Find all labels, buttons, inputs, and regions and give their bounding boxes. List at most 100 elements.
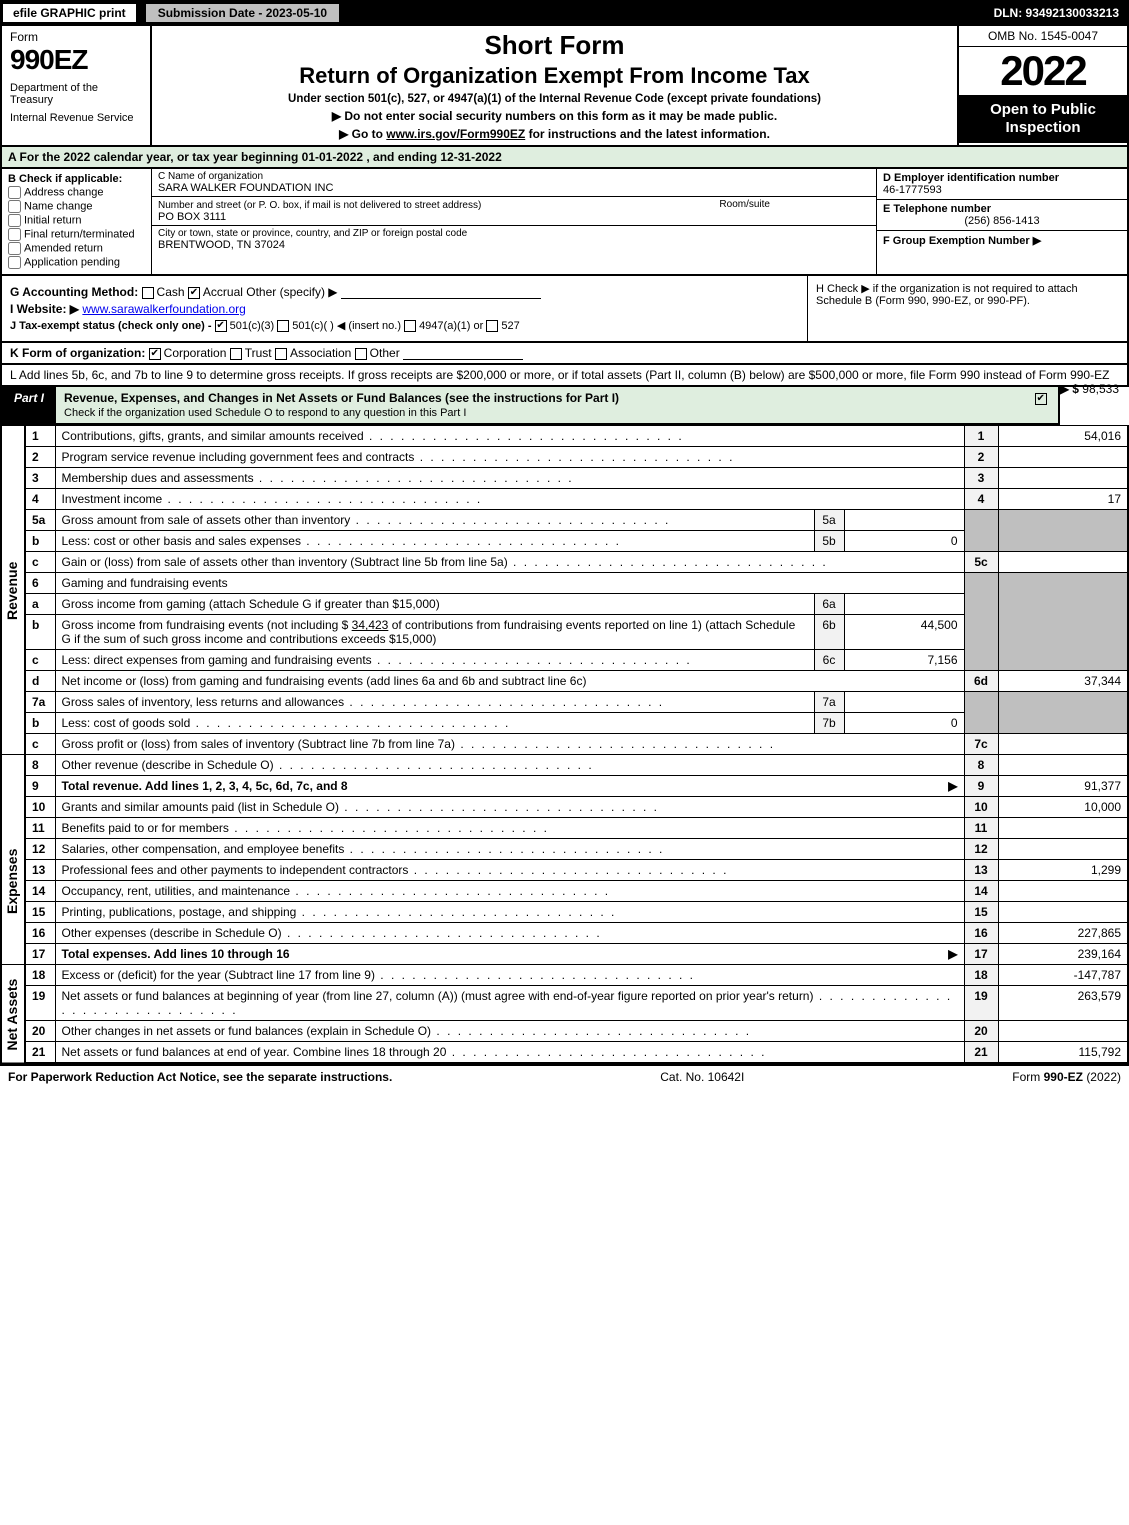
d-ein: 46-1777593 bbox=[883, 184, 1121, 196]
desc-15: Printing, publications, postage, and shi… bbox=[55, 902, 964, 923]
num-21: 21 bbox=[964, 1042, 998, 1064]
chk-name-change-label: Name change bbox=[24, 200, 93, 212]
g-cash-label: Cash bbox=[157, 285, 185, 299]
chk-501c[interactable] bbox=[277, 320, 289, 332]
sidecat-netassets: Net Assets bbox=[1, 965, 25, 1064]
sub-6c: 6c bbox=[814, 650, 844, 671]
k-other-label: Other bbox=[370, 346, 400, 360]
chk-initial-return[interactable]: Initial return bbox=[8, 214, 145, 227]
chk-application-pending[interactable]: Application pending bbox=[8, 256, 145, 269]
chk-amended-return[interactable]: Amended return bbox=[8, 242, 145, 255]
submission-date-badge: Submission Date - 2023-05-10 bbox=[145, 3, 340, 23]
g-other-input[interactable] bbox=[341, 287, 541, 299]
i-website-link[interactable]: www.sarawalkerfoundation.org bbox=[82, 302, 245, 316]
amt-13: 1,299 bbox=[998, 860, 1128, 881]
ln-3: 3 bbox=[25, 468, 55, 489]
j-opt3-label: 4947(a)(1) or bbox=[419, 320, 483, 332]
col-b-check-applicable: B Check if applicable: Address change Na… bbox=[2, 169, 152, 274]
chk-corporation[interactable] bbox=[149, 348, 161, 360]
footer-right-suffix: (2022) bbox=[1086, 1070, 1121, 1084]
header-left: Form 990EZ Department of the Treasury In… bbox=[2, 26, 152, 145]
chk-accrual[interactable] bbox=[188, 287, 200, 299]
k-corp-label: Corporation bbox=[164, 346, 227, 360]
desc-10: Grants and similar amounts paid (list in… bbox=[55, 797, 964, 818]
amt-17: 239,164 bbox=[998, 944, 1128, 965]
ln-19: 19 bbox=[25, 986, 55, 1021]
amt-3 bbox=[998, 468, 1128, 489]
shade-7ab bbox=[964, 692, 998, 734]
num-20: 20 bbox=[964, 1021, 998, 1042]
chk-final-return[interactable]: Final return/terminated bbox=[8, 228, 145, 241]
num-17: 17 bbox=[964, 944, 998, 965]
amt-18: -147,787 bbox=[998, 965, 1128, 986]
row-13: 13 Professional fees and other payments … bbox=[1, 860, 1128, 881]
desc-6b-pre: Gross income from fundraising events (no… bbox=[62, 618, 352, 632]
ln-1: 1 bbox=[25, 426, 55, 447]
chk-association[interactable] bbox=[275, 348, 287, 360]
num-1: 1 bbox=[964, 426, 998, 447]
line-k: K Form of organization: Corporation Trus… bbox=[0, 343, 1129, 365]
row-7c: c Gross profit or (loss) from sales of i… bbox=[1, 734, 1128, 755]
c-org-name: SARA WALKER FOUNDATION INC bbox=[158, 182, 870, 194]
sidecat-revenue-cont bbox=[1, 755, 25, 776]
chk-501c3[interactable] bbox=[215, 320, 227, 332]
row-2: 2 Program service revenue including gove… bbox=[1, 447, 1128, 468]
row-6: 6 Gaming and fundraising events bbox=[1, 573, 1128, 594]
line-l: L Add lines 5b, 6c, and 7b to line 9 to … bbox=[0, 365, 1129, 387]
block-bcdef: B Check if applicable: Address change Na… bbox=[0, 169, 1129, 276]
desc-6a: Gross income from gaming (attach Schedul… bbox=[55, 594, 814, 615]
subval-7a bbox=[844, 692, 964, 713]
row-16: 16 Other expenses (describe in Schedule … bbox=[1, 923, 1128, 944]
col-c-org-info: C Name of organization SARA WALKER FOUND… bbox=[152, 169, 877, 274]
amt-15 bbox=[998, 902, 1128, 923]
amt-7c bbox=[998, 734, 1128, 755]
k-other-input[interactable] bbox=[403, 348, 523, 360]
chk-other[interactable] bbox=[355, 348, 367, 360]
d-caption: D Employer identification number bbox=[883, 172, 1121, 184]
sub-6b: 6b bbox=[814, 615, 844, 650]
num-13: 13 bbox=[964, 860, 998, 881]
j-opt1-label: 501(c)(3) bbox=[230, 320, 275, 332]
row-4: 4 Investment income 4 17 bbox=[1, 489, 1128, 510]
desc-6d: Net income or (loss) from gaming and fun… bbox=[55, 671, 964, 692]
col-gij: G Accounting Method: Cash Accrual Other … bbox=[2, 276, 807, 341]
amt-10: 10,000 bbox=[998, 797, 1128, 818]
amt-2 bbox=[998, 447, 1128, 468]
chk-527[interactable] bbox=[486, 320, 498, 332]
j-opt2-label: 501(c)( ) ◀ (insert no.) bbox=[292, 320, 401, 332]
ssn-warning: ▶ Do not enter social security numbers o… bbox=[162, 109, 947, 123]
c-street-value: PO BOX 3111 bbox=[158, 211, 870, 223]
efile-badge[interactable]: efile GRAPHIC print bbox=[2, 3, 137, 23]
j-tax-exempt-line: J Tax-exempt status (check only one) - 5… bbox=[10, 319, 799, 332]
row-7a: 7a Gross sales of inventory, less return… bbox=[1, 692, 1128, 713]
chk-address-change[interactable]: Address change bbox=[8, 186, 145, 199]
g-accrual-label: Accrual bbox=[203, 285, 243, 299]
c-city-caption: City or town, state or province, country… bbox=[158, 228, 870, 239]
goto-link[interactable]: www.irs.gov/Form990EZ bbox=[386, 127, 525, 141]
desc-1: Contributions, gifts, grants, and simila… bbox=[55, 426, 964, 447]
amt-5c bbox=[998, 552, 1128, 573]
c-city-row: City or town, state or province, country… bbox=[152, 226, 876, 253]
chk-4947[interactable] bbox=[404, 320, 416, 332]
row-6a: a Gross income from gaming (attach Sched… bbox=[1, 594, 1128, 615]
chk-trust[interactable] bbox=[230, 348, 242, 360]
part1-schedule-o-check[interactable] bbox=[1035, 393, 1047, 405]
ln-11: 11 bbox=[25, 818, 55, 839]
desc-21: Net assets or fund balances at end of ye… bbox=[55, 1042, 964, 1064]
num-10: 10 bbox=[964, 797, 998, 818]
row-5b: b Less: cost or other basis and sales ex… bbox=[1, 531, 1128, 552]
num-4: 4 bbox=[964, 489, 998, 510]
chk-name-change[interactable]: Name change bbox=[8, 200, 145, 213]
amt-6d: 37,344 bbox=[998, 671, 1128, 692]
desc-12: Salaries, other compensation, and employ… bbox=[55, 839, 964, 860]
desc-17-wrap: Total expenses. Add lines 10 through 16 … bbox=[55, 944, 964, 965]
subtitle: Under section 501(c), 527, or 4947(a)(1)… bbox=[162, 93, 947, 105]
row-11: 11 Benefits paid to or for members 11 bbox=[1, 818, 1128, 839]
ln-6b: b bbox=[25, 615, 55, 650]
desc-7c: Gross profit or (loss) from sales of inv… bbox=[55, 734, 964, 755]
amt-9: 91,377 bbox=[998, 776, 1128, 797]
c-street-caption: Number and street (or P. O. box, if mail… bbox=[158, 200, 481, 211]
chk-cash[interactable] bbox=[142, 287, 154, 299]
h-text: H Check ▶ if the organization is not req… bbox=[816, 283, 1078, 307]
section-a-tax-year: A For the 2022 calendar year, or tax yea… bbox=[0, 147, 1129, 169]
